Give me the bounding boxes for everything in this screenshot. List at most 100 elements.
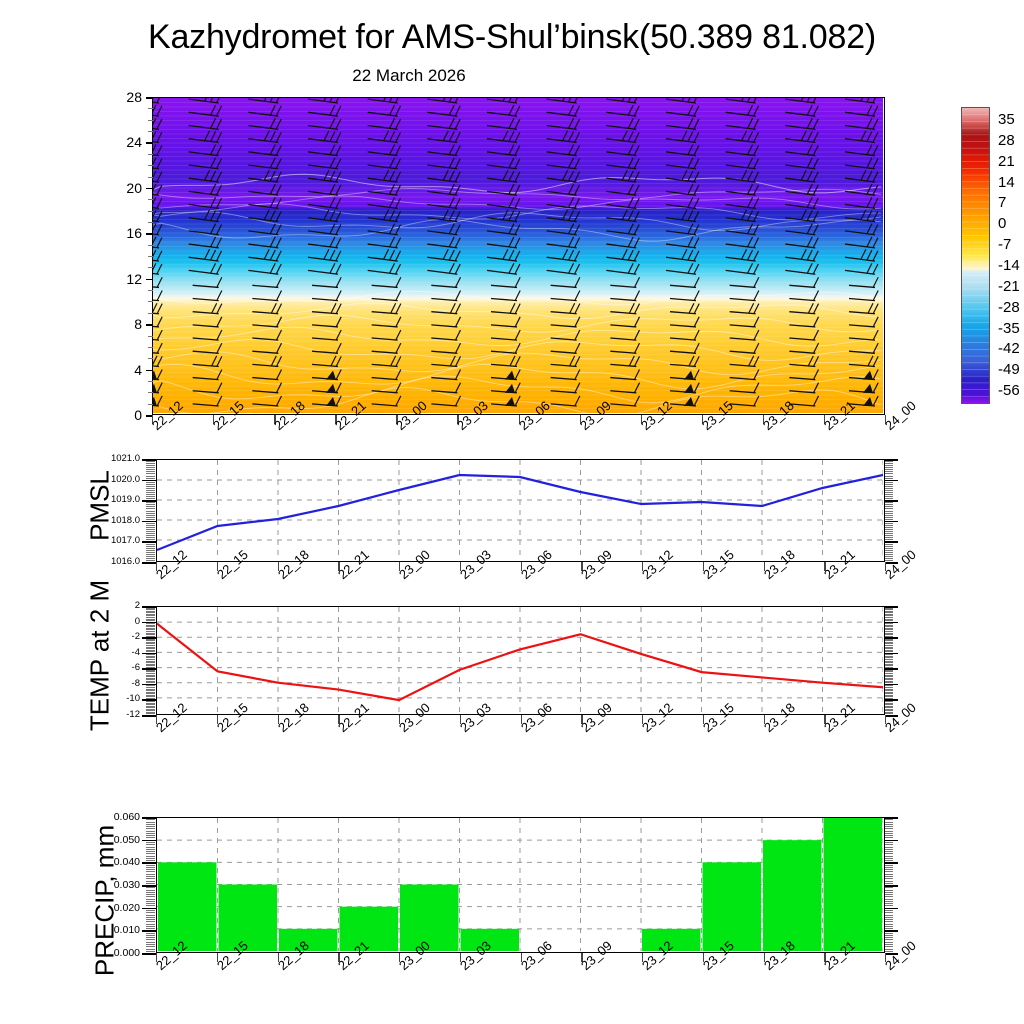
temp-minor-tick (146, 680, 155, 682)
temp-minor-tick (146, 704, 155, 706)
temp-x-tick-22_12 (156, 715, 158, 724)
temp-x-tick-23_06 (520, 715, 522, 724)
temp-right-tick (885, 612, 893, 614)
temp-ytick--8: -8 (131, 677, 140, 689)
temp-right-tick (885, 616, 893, 618)
precip-right-tick (885, 887, 893, 889)
temp-right-tick (885, 613, 893, 615)
precip-x-tick-22_21 (338, 953, 340, 962)
pmsl-minor-tick (146, 465, 155, 467)
pmsl-minor-tick (146, 516, 155, 518)
temp-minor-tick (146, 682, 155, 684)
temp-right-tick (885, 688, 893, 690)
precip-minor-tick (146, 844, 155, 846)
precip-ytick-mark (142, 817, 156, 819)
precip-minor-tick (146, 937, 155, 939)
precip-minor-tick (146, 878, 155, 880)
precip-minor-tick (146, 921, 155, 923)
pmsl-right-tick (885, 504, 893, 506)
temp-right-tick (885, 658, 893, 660)
precip-x-tick-22_15 (216, 953, 219, 962)
pmsl-minor-tick (146, 531, 155, 533)
precip-minor-tick (146, 923, 155, 925)
temp-right-tick (885, 640, 893, 642)
temp-minor-tick (146, 708, 155, 710)
pmsl-ytick-mark (142, 479, 156, 482)
precip-bar (218, 884, 277, 951)
temp-right-tick (885, 711, 893, 713)
precip-minor-tick (146, 948, 155, 950)
pmsl-ytick-1020.0: 1020.0 (110, 473, 140, 485)
pmsl-right-tick (885, 559, 893, 561)
temp-minor-tick (146, 685, 155, 687)
temp-right-tick (885, 668, 898, 670)
temp-right-tick (885, 643, 893, 645)
pmsl-minor-tick (146, 537, 155, 539)
precip-right-tick (885, 948, 893, 950)
pmsl-minor-tick (146, 475, 155, 477)
pmsl-x-tick-23_06 (520, 562, 522, 571)
precip-minor-tick (146, 860, 155, 862)
cross-section-x-tick-22_12 (152, 415, 154, 424)
temp-right-tick (885, 657, 893, 659)
precip-minor-tick (146, 835, 155, 837)
cross-section-minor-tick (148, 176, 153, 178)
temp-minor-tick (146, 694, 155, 696)
precip-right-tick (885, 846, 893, 848)
temp-x-tick-23_00 (399, 715, 401, 724)
pmsl-right-tick (885, 487, 893, 489)
pmsl-minor-tick (146, 527, 155, 528)
vertical-cross-section-plot[interactable] (152, 97, 885, 415)
pmsl-plot[interactable] (156, 459, 885, 562)
temperature-colorbar[interactable] (961, 107, 990, 404)
precip-minor-tick (146, 875, 155, 877)
temp-minor-tick (146, 609, 155, 611)
grid (157, 818, 883, 951)
pmsl-minor-tick (146, 535, 155, 537)
temp-minor-tick (146, 688, 155, 690)
pmsl-minor-tick (146, 549, 155, 551)
colorbar-label-21: 21 (998, 152, 1015, 170)
pmsl-minor-tick (146, 463, 155, 465)
cross-section-ytick-mark-24 (146, 142, 153, 144)
precip-right-tick (885, 925, 893, 927)
pmsl-minor-tick (146, 510, 155, 512)
pmsl-right-tick (885, 498, 893, 500)
pmsl-minor-tick (146, 524, 155, 526)
temp-right-tick (885, 677, 893, 679)
precip-minor-tick (146, 903, 155, 905)
temp-ytick--6: -6 (131, 662, 140, 674)
temp-right-tick (885, 621, 898, 624)
colorbar-label--28: -28 (998, 298, 1020, 316)
pmsl-ytick-1017.0: 1017.0 (110, 535, 140, 547)
pmsl-right-tick (885, 500, 898, 502)
precip-ytick-0.030: 0.030 (113, 879, 140, 891)
cross-section-minor-tick (148, 221, 153, 223)
precip-minor-tick (146, 900, 155, 902)
precip-ytick-0.000: 0.000 (113, 947, 140, 959)
pmsl-right-tick (885, 539, 893, 541)
temp-minor-tick (146, 629, 155, 631)
precip-minor-tick (146, 925, 155, 927)
cross-section-minor-tick (148, 267, 153, 269)
cross-section-ytick-mark-8 (146, 324, 153, 326)
temp-plot[interactable] (156, 606, 885, 715)
precip-bar (400, 884, 459, 951)
temp-minor-tick (146, 677, 155, 679)
temp-right-tick (885, 606, 898, 608)
temp-minor-tick (146, 687, 155, 688)
precip-plot[interactable] (156, 817, 885, 953)
pmsl-minor-tick (146, 545, 155, 547)
temp-right-tick (885, 615, 893, 617)
precip-minor-tick (146, 896, 155, 898)
temp-minor-tick (146, 634, 155, 635)
precip-bar (460, 928, 519, 951)
precip-right-tick (885, 914, 893, 916)
pmsl-right-tick (885, 512, 893, 514)
temp-minor-tick (146, 613, 155, 615)
temp-minor-tick (146, 612, 155, 614)
precip-ytick-0.060: 0.060 (113, 811, 140, 823)
pmsl-right-tick (885, 473, 893, 475)
precip-minor-tick (146, 866, 155, 868)
cross-section-minor-tick (148, 108, 153, 110)
